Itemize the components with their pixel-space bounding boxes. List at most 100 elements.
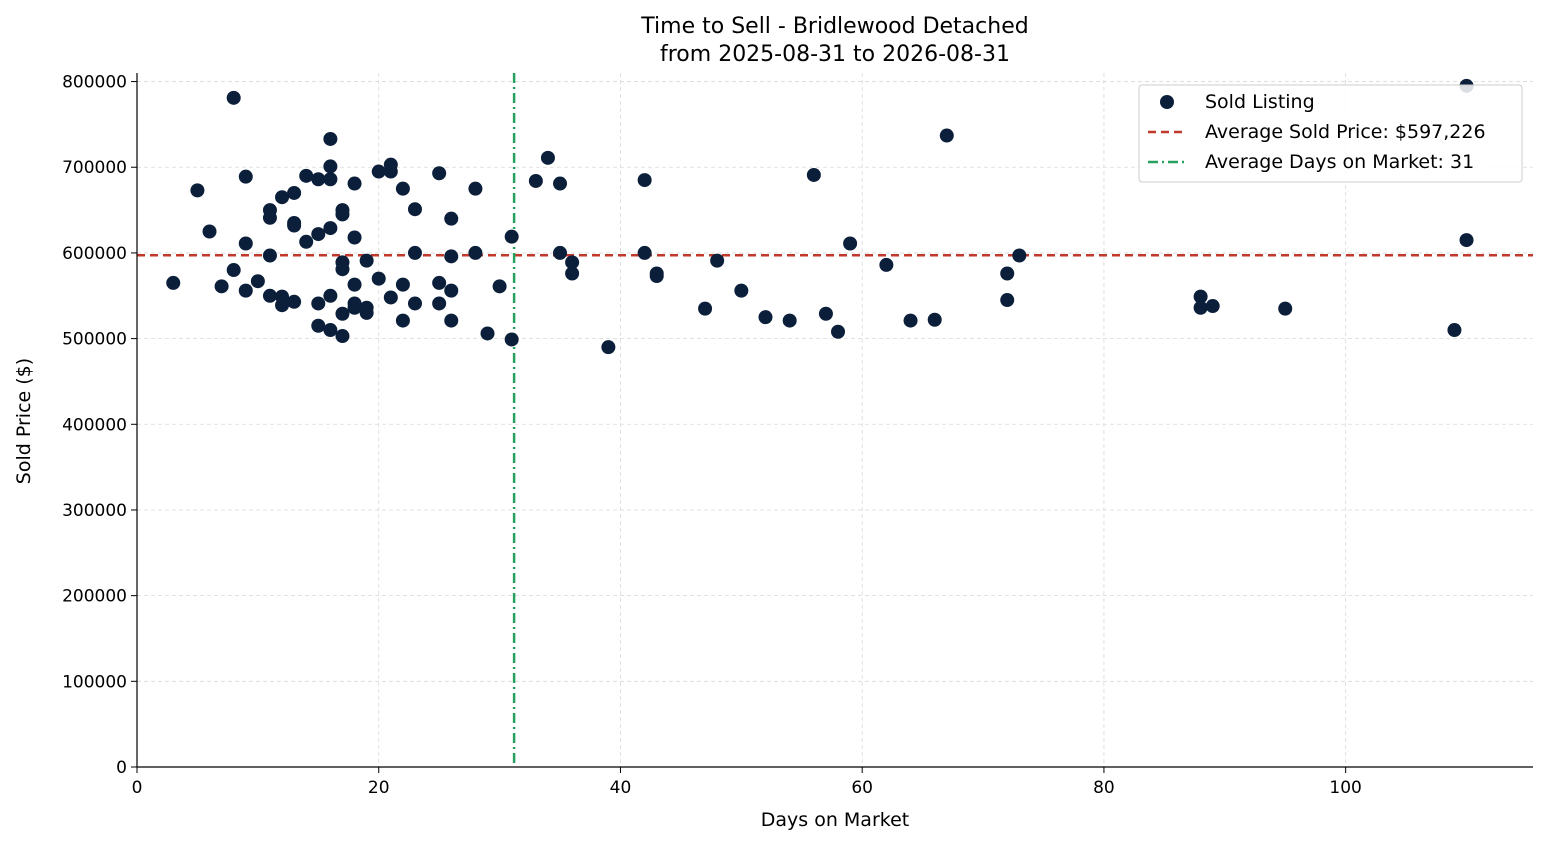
y-tick-label: 700000 (62, 158, 127, 178)
data-point (1459, 233, 1474, 248)
data-point (226, 90, 241, 105)
data-point (1000, 293, 1015, 308)
data-point (226, 263, 241, 278)
data-point (444, 283, 459, 298)
data-point (383, 164, 398, 179)
data-point (262, 288, 277, 303)
data-point (1193, 300, 1208, 315)
data-point (275, 298, 290, 313)
y-tick-label: 100000 (62, 672, 127, 692)
data-point (444, 249, 459, 264)
data-point (601, 340, 616, 355)
data-point (359, 305, 374, 320)
data-point (1278, 301, 1293, 316)
y-tick-label: 400000 (62, 415, 127, 435)
data-point (831, 324, 846, 339)
data-point (311, 172, 326, 187)
x-tick-label: 40 (610, 778, 632, 798)
data-point (299, 234, 314, 249)
data-point (492, 279, 507, 294)
data-point (444, 313, 459, 328)
data-point (250, 274, 265, 289)
data-point (407, 245, 422, 260)
data-point (540, 150, 555, 165)
data-point (1193, 289, 1208, 304)
data-point (323, 172, 338, 187)
data-point (202, 224, 217, 239)
data-point (432, 296, 447, 311)
data-point (371, 164, 386, 179)
x-tick-label: 80 (1093, 778, 1115, 798)
data-point (637, 245, 652, 260)
data-point (1447, 323, 1462, 338)
data-point (504, 332, 519, 347)
y-tick-label: 300000 (62, 501, 127, 521)
chart-title: Time to Sell - Bridlewood Detached (640, 14, 1028, 39)
data-point (565, 266, 580, 281)
x-tick-label: 0 (132, 778, 143, 798)
data-point (287, 185, 302, 200)
data-point (698, 301, 713, 316)
data-point (238, 236, 253, 251)
data-point (407, 202, 422, 217)
data-point (238, 169, 253, 184)
data-point (299, 168, 314, 183)
data-point (407, 296, 422, 311)
data-point (927, 312, 942, 327)
y-tick-label: 600000 (62, 244, 127, 264)
y-tick-label: 0 (116, 758, 127, 778)
data-point (565, 255, 580, 270)
data-point (734, 283, 749, 298)
x-axis-label: Days on Market (761, 809, 909, 831)
data-point (347, 230, 362, 245)
x-tick-label: 20 (368, 778, 390, 798)
legend-label-average-days: Average Days on Market: 31 (1205, 151, 1474, 173)
data-point (395, 313, 410, 328)
legend: Sold Listing Average Sold Price: $597,22… (1138, 84, 1523, 183)
data-point (504, 229, 519, 244)
data-point (335, 306, 350, 321)
data-point (395, 181, 410, 196)
data-point (1012, 248, 1027, 263)
data-point (843, 236, 858, 251)
data-point (371, 271, 386, 286)
data-point (444, 211, 459, 226)
data-point (468, 245, 483, 260)
data-point (782, 313, 797, 328)
x-tick-label: 60 (851, 778, 873, 798)
data-point (335, 207, 350, 222)
data-point (637, 173, 652, 188)
data-point (323, 221, 338, 236)
data-point (238, 283, 253, 298)
data-point (480, 326, 495, 341)
data-point (903, 313, 918, 328)
data-point (1000, 266, 1015, 281)
reference-lines (137, 73, 1533, 767)
data-point (383, 290, 398, 305)
data-point (262, 248, 277, 263)
legend-label-sold-listing: Sold Listing (1205, 91, 1315, 113)
data-point (553, 176, 568, 191)
data-point (649, 269, 664, 284)
y-axis-label: Sold Price ($) (13, 358, 35, 484)
data-point (395, 277, 410, 292)
y-tick-label: 800000 (62, 73, 127, 93)
data-point (818, 306, 833, 321)
chart-subtitle: from 2025-08-31 to 2026-08-31 (660, 42, 1010, 67)
data-point (287, 294, 302, 309)
data-point (528, 173, 543, 188)
data-point (275, 190, 290, 205)
legend-marker-sold-listing (1160, 95, 1174, 109)
data-point (553, 245, 568, 260)
data-point (323, 288, 338, 303)
data-points (166, 78, 1474, 355)
data-point (311, 318, 326, 333)
data-point (710, 253, 725, 268)
data-point (758, 310, 773, 325)
data-point (311, 296, 326, 311)
data-point (939, 128, 954, 143)
data-point (214, 279, 229, 294)
data-point (347, 277, 362, 292)
data-point (335, 329, 350, 344)
